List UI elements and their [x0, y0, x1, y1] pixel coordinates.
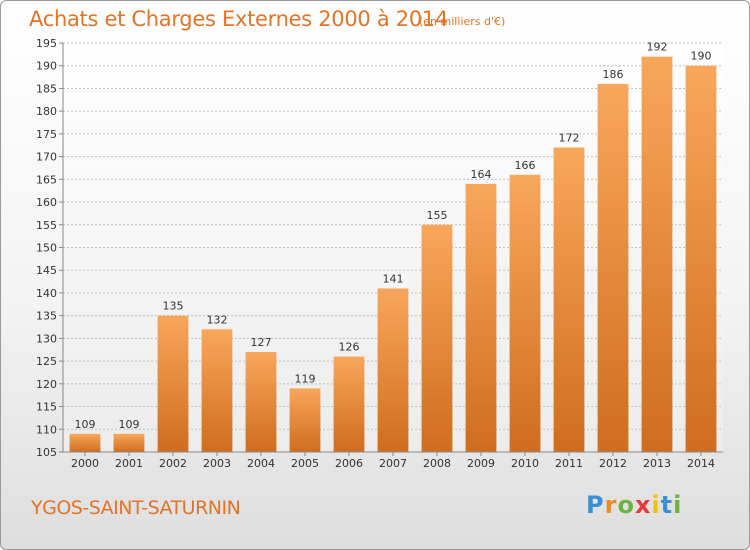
x-tick-label-2012: 2012	[599, 457, 627, 470]
data-labels: 109 109 135 132 127 119 126 141 155 164 166 172 186 1…	[75, 41, 712, 431]
data-label-2004: 127	[251, 336, 272, 349]
y-tick-label: 115	[36, 401, 57, 414]
x-tick-label-2009: 2009	[467, 457, 495, 470]
chart-title: Achats et Charges Externes 2000 à 2014	[29, 7, 449, 31]
bar-2010	[509, 174, 541, 453]
x-tick-label-2002: 2002	[159, 457, 187, 470]
bar-2014	[685, 65, 717, 452]
bar-2008	[421, 224, 453, 452]
data-label-2006: 126	[339, 341, 360, 354]
bar-2003	[201, 329, 233, 452]
y-tick-label: 175	[36, 128, 57, 141]
x-tick-label-2005: 2005	[291, 457, 319, 470]
y-tick-label: 150	[36, 242, 57, 255]
data-label-2007: 141	[383, 272, 404, 285]
x-tick-label-2000: 2000	[71, 457, 99, 470]
data-label-2012: 186	[603, 68, 624, 81]
data-label-2002: 135	[163, 300, 184, 313]
y-tick-label: 130	[36, 332, 57, 345]
x-ticks: 2000 2001 2002 2003 2004 2005 2006 2007 2008 2009…	[71, 452, 715, 470]
bar-2013	[641, 56, 673, 453]
y-ticks: 105 110 115 120 125 130 135 140 145 150 155 160 165 1…	[36, 37, 63, 459]
y-tick-label: 165	[36, 173, 57, 186]
proxiti-logo[interactable]: Proxiti	[586, 491, 683, 519]
y-tick-label: 135	[36, 310, 57, 323]
bar-2001	[113, 433, 145, 452]
bars	[69, 56, 717, 453]
bar-2006	[333, 356, 365, 452]
y-tick-label: 125	[36, 355, 57, 368]
x-tick-label-2003: 2003	[203, 457, 231, 470]
y-tick-label: 105	[36, 446, 57, 459]
bar-2012	[597, 83, 629, 453]
y-tick-label: 195	[36, 37, 57, 50]
bar-2000	[69, 433, 101, 452]
data-label-2001: 109	[119, 418, 140, 431]
y-tick-label: 185	[36, 82, 57, 95]
bar-2004	[245, 352, 277, 452]
y-tick-label: 170	[36, 151, 57, 164]
data-label-2003: 132	[207, 313, 228, 326]
data-label-2000: 109	[75, 418, 96, 431]
x-tick-label-2010: 2010	[511, 457, 539, 470]
y-tick-label: 140	[36, 287, 57, 300]
x-tick-label-2008: 2008	[423, 457, 451, 470]
x-tick-label-2001: 2001	[115, 457, 143, 470]
bar-2007	[377, 288, 409, 452]
bar-2002	[157, 315, 189, 452]
y-tick-label: 110	[36, 423, 57, 436]
data-label-2009: 164	[471, 168, 492, 181]
data-label-2008: 155	[427, 209, 448, 222]
bar-2011	[553, 147, 585, 452]
x-tick-label-2014: 2014	[687, 457, 715, 470]
location-name: YGOS-SAINT-SATURNIN	[31, 497, 241, 519]
x-tick-label-2006: 2006	[335, 457, 363, 470]
y-tick-label: 160	[36, 196, 57, 209]
y-tick-label: 120	[36, 378, 57, 391]
y-tick-label: 190	[36, 60, 57, 73]
data-label-2011: 172	[559, 132, 580, 145]
data-label-2013: 192	[647, 41, 668, 54]
x-tick-label-2011: 2011	[555, 457, 583, 470]
y-tick-label: 180	[36, 105, 57, 118]
data-label-2014: 190	[691, 50, 712, 63]
bar-2005	[289, 388, 321, 452]
x-tick-label-2004: 2004	[247, 457, 275, 470]
y-tick-label: 155	[36, 219, 57, 232]
data-label-2010: 166	[515, 159, 536, 172]
data-label-2005: 119	[295, 372, 316, 385]
y-tick-label: 145	[36, 264, 57, 277]
unit-note: (en milliers d'€)	[419, 15, 506, 28]
x-tick-label-2007: 2007	[379, 457, 407, 470]
bar-2009	[465, 183, 497, 452]
x-tick-label-2013: 2013	[643, 457, 671, 470]
